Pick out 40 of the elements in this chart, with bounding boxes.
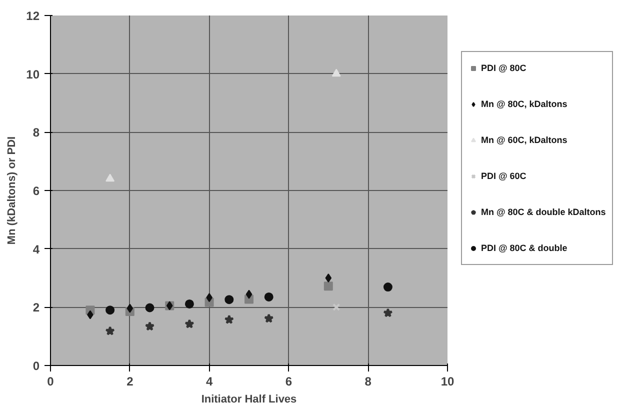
legend-label: Mn @ 80C & double kDaltons <box>481 207 606 217</box>
x-axis-title: Initiator Half Lives <box>201 394 297 406</box>
point <box>106 306 115 315</box>
y-axis-title: Mn (kDaltons) or PDI <box>6 136 18 245</box>
point <box>126 304 134 313</box>
point <box>264 292 274 302</box>
legend-label: Mn @ 80C, kDaltons <box>481 99 568 109</box>
y-tick-label: 12 <box>26 9 40 23</box>
point <box>144 321 155 331</box>
x-tick-label: 10 <box>440 374 454 388</box>
point <box>105 326 115 336</box>
point <box>383 282 392 292</box>
x-tick-label: 6 <box>285 374 292 388</box>
x-tick-label: 8 <box>364 374 372 388</box>
x-tick-label: 4 <box>206 374 213 388</box>
point <box>325 274 332 282</box>
legend-label: Mn @ 60C, kDaltons <box>481 135 568 145</box>
y-tick-label: 6 <box>32 184 40 198</box>
y-tick-label: 8 <box>32 126 40 140</box>
point <box>184 299 194 308</box>
point <box>332 303 340 311</box>
legend-label: PDI @ 60C <box>481 171 526 181</box>
point <box>106 174 115 182</box>
y-tick-label: 0 <box>32 359 40 373</box>
point <box>332 68 341 77</box>
point <box>383 308 393 318</box>
point <box>224 314 234 324</box>
y-tick-label: 4 <box>32 242 40 256</box>
x-tick-label: 2 <box>126 374 134 388</box>
point <box>264 314 274 323</box>
y-tick-label: 10 <box>26 67 40 82</box>
y-tick-label: 2 <box>32 300 40 315</box>
x-tick-label: 0 <box>47 374 54 388</box>
point <box>184 319 194 328</box>
point <box>324 282 333 291</box>
point <box>246 290 252 299</box>
point <box>224 295 234 304</box>
legend-label: PDI @ 80C <box>481 63 526 73</box>
point <box>145 303 154 312</box>
legend-label: PDI @ 80C & double <box>481 243 568 253</box>
